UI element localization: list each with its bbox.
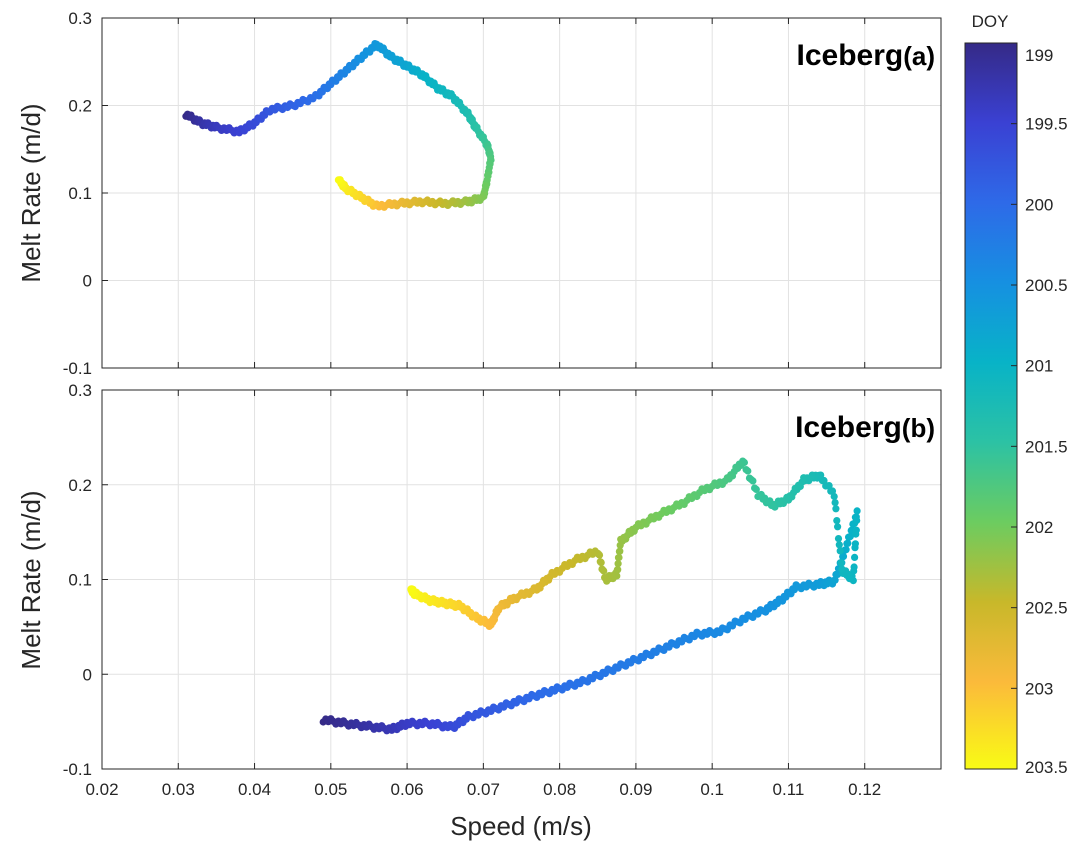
data-point	[846, 532, 854, 541]
data-point	[745, 474, 754, 482]
data-point	[596, 558, 604, 566]
data-point	[601, 573, 609, 582]
data-point	[833, 517, 841, 525]
colorbar-tick-label: 203	[1025, 679, 1053, 698]
chart-panel-b: 0.30.20.10-0.1 0.02 0.03 0.04 0.05 0.06 0.07 0…	[16, 381, 942, 841]
y-tick-label: 0.2	[68, 476, 92, 495]
grid-b	[101, 389, 941, 770]
x-tick-label: 0.07	[467, 780, 500, 799]
x-tick-label: 0.12	[848, 780, 881, 799]
data-point	[832, 505, 840, 513]
y-tick-label: 0.3	[68, 9, 92, 28]
colorbar-tick-label: 201	[1025, 357, 1053, 376]
data-point	[851, 544, 859, 552]
axes-box-a	[101, 17, 942, 369]
points-b	[319, 457, 861, 735]
y-tick-label: 0.1	[68, 184, 92, 203]
panel-title-a: Iceberg(a)	[797, 39, 936, 72]
colorbar-gradient	[964, 42, 1018, 770]
colorbar-title: DOY	[972, 12, 1009, 31]
data-point	[617, 535, 625, 543]
x-tick-label: 0.05	[314, 780, 347, 799]
colorbar-ticks: 199 199.5 200 200.5 201 201.5 202 202.5 203 203.5	[1011, 42, 1068, 777]
x-tick-label: 0.06	[391, 780, 424, 799]
x-ticks-b: 0.02 0.03 0.04 0.05 0.06 0.07 0.08 0.09 0.1 0.11 0…	[85, 780, 881, 799]
colorbar-tick-label: 199	[1025, 46, 1053, 65]
data-point	[614, 554, 623, 562]
data-point	[616, 541, 624, 549]
y-tick-label: 0	[83, 665, 92, 684]
y-tick-label: 0.2	[68, 97, 92, 116]
data-point	[754, 492, 762, 501]
data-point	[822, 482, 830, 490]
data-point	[836, 547, 844, 555]
x-tick-label: 0.09	[619, 780, 652, 799]
y-tick-label: -0.1	[63, 359, 92, 378]
y-axis-label-b: Melt Rate (m/d)	[16, 490, 46, 669]
data-point	[853, 507, 861, 515]
data-point	[614, 560, 622, 568]
data-point	[742, 466, 750, 474]
data-point	[615, 547, 624, 556]
data-point	[334, 176, 342, 184]
data-point	[831, 576, 839, 584]
chart-panel-a: 0.3 0.2 0.1 0 -0.1 Melt Rate (m/d) Iceberg(a…	[16, 9, 942, 378]
points-a	[182, 40, 495, 211]
data-point	[837, 559, 845, 567]
y-ticks-b: 0.3 0.2 0.1 0 -0.1	[63, 381, 92, 779]
data-point	[834, 523, 842, 531]
y-tick-label: -0.1	[63, 760, 92, 779]
x-tick-label: 0.08	[543, 780, 576, 799]
panel-letter-a: (a)	[903, 41, 935, 71]
colorbar-tick-label: 200	[1025, 195, 1053, 214]
data-point	[831, 499, 839, 507]
data-point	[852, 530, 860, 538]
data-point	[839, 552, 848, 561]
axes-box-b	[101, 389, 942, 770]
x-tick-label: 0.04	[238, 780, 271, 799]
y-tick-label: 0.3	[68, 381, 92, 400]
panel-title-text-a: Iceberg	[797, 39, 904, 72]
panel-title-b: Iceberg(b)	[795, 411, 935, 444]
colorbar-tick-label: 202.5	[1025, 599, 1068, 618]
data-point	[835, 541, 843, 549]
data-point	[838, 565, 846, 573]
colorbar-tick-label: 203.5	[1025, 758, 1068, 777]
data-point	[834, 535, 843, 543]
colorbar-tick-label: 202	[1025, 518, 1053, 537]
data-point	[834, 570, 842, 579]
colorbar-tick-label: 201.5	[1025, 437, 1068, 456]
colorbar: DOY 199 199.5 200 200.5 201 201.5 202 202.5 203 2…	[964, 12, 1068, 777]
x-axis-label: Speed (m/s)	[450, 811, 592, 841]
data-point	[598, 565, 606, 573]
x-tick-label: 0.03	[162, 780, 195, 799]
data-point	[830, 492, 838, 501]
data-point	[851, 553, 859, 562]
x-tick-label: 0.1	[700, 780, 724, 799]
y-axis-label-a: Melt Rate (m/d)	[16, 103, 46, 282]
y-ticks-a: 0.3 0.2 0.1 0 -0.1	[63, 9, 92, 378]
y-tick-label: 0	[83, 272, 92, 291]
y-tick-label: 0.1	[68, 571, 92, 590]
panel-letter-b: (b)	[902, 413, 935, 443]
colorbar-tick-label: 200.5	[1025, 276, 1068, 295]
data-point	[844, 539, 852, 547]
x-tick-label: 0.11	[773, 780, 805, 799]
x-tick-label: 0.02	[85, 780, 118, 799]
data-point	[842, 546, 850, 554]
data-point	[407, 585, 415, 593]
data-point	[751, 484, 759, 492]
data-point	[827, 487, 835, 495]
panel-title-text-b: Iceberg	[795, 411, 902, 444]
data-point	[853, 516, 861, 525]
colorbar-tick-label: 199.5	[1025, 115, 1068, 134]
